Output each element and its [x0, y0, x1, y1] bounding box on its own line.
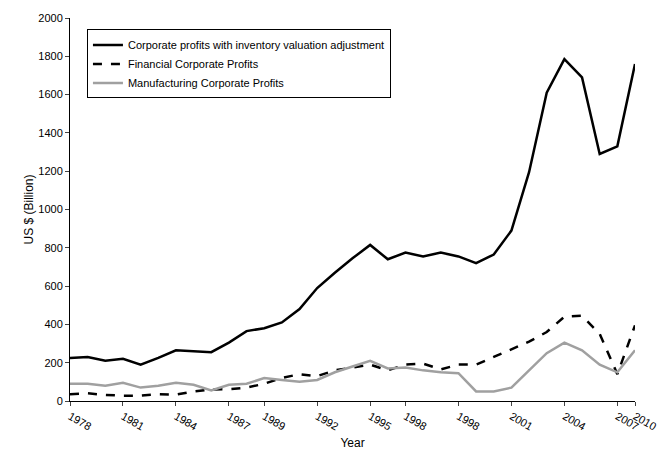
- svg-text:Manufacturing Corporate Profit: Manufacturing Corporate Profits: [128, 77, 284, 89]
- svg-text:Financial Corporate Profits: Financial Corporate Profits: [128, 58, 259, 70]
- svg-text:600: 600: [44, 280, 62, 292]
- svg-text:1800: 1800: [38, 50, 62, 62]
- svg-text:1984: 1984: [172, 410, 199, 433]
- svg-text:1998: 1998: [455, 410, 482, 433]
- svg-text:1978: 1978: [66, 410, 93, 433]
- svg-text:0: 0: [57, 395, 63, 407]
- svg-text:1400: 1400: [38, 127, 62, 139]
- svg-text:400: 400: [44, 318, 62, 330]
- svg-text:1200: 1200: [38, 165, 62, 177]
- svg-text:1981: 1981: [119, 410, 146, 433]
- svg-text:1000: 1000: [38, 203, 62, 215]
- svg-text:2007: 2007: [614, 410, 641, 433]
- svg-text:1992: 1992: [313, 410, 340, 433]
- svg-text:1995: 1995: [366, 410, 393, 433]
- svg-text:1989: 1989: [260, 410, 287, 433]
- svg-text:1998: 1998: [402, 410, 429, 433]
- svg-text:2001: 2001: [508, 410, 535, 433]
- svg-text:800: 800: [44, 242, 62, 254]
- svg-text:2004: 2004: [561, 410, 588, 433]
- svg-text:2010: 2010: [631, 410, 658, 433]
- svg-text:Year: Year: [340, 436, 364, 450]
- svg-text:1600: 1600: [38, 88, 62, 100]
- svg-text:1987: 1987: [225, 410, 252, 433]
- svg-text:2000: 2000: [38, 12, 62, 24]
- svg-text:US $ (Billion): US $ (Billion): [22, 174, 36, 244]
- svg-text:Corporate profits with invento: Corporate profits with inventory valuati…: [128, 39, 384, 51]
- svg-text:200: 200: [44, 357, 62, 369]
